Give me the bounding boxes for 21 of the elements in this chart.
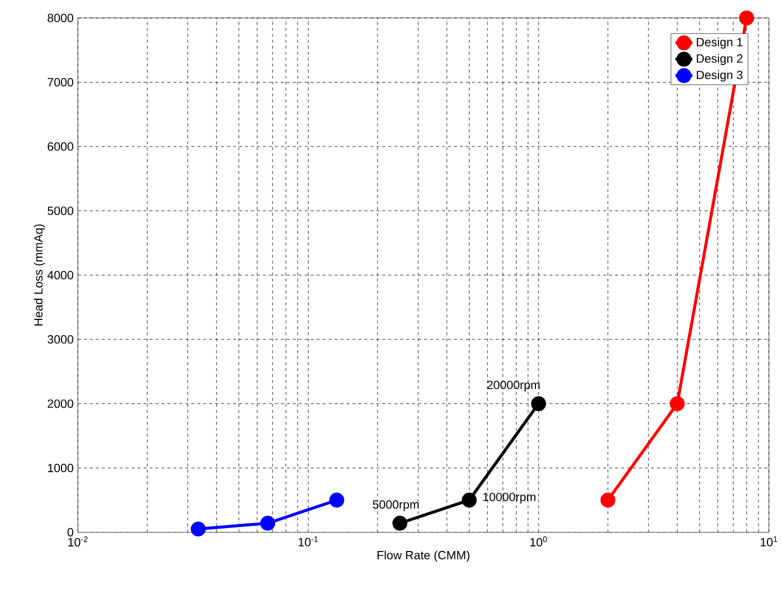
y-tick-label: 2000 bbox=[48, 399, 74, 408]
y-tick-label: 0 bbox=[68, 528, 74, 536]
y-tick-label: 1000 bbox=[48, 464, 74, 472]
y-axis-title: Head Loss (mmAq) bbox=[34, 224, 45, 326]
y-tick-label: 4000 bbox=[47, 270, 74, 280]
x-axis-title: Flow Rate (CMM) bbox=[378, 550, 470, 562]
legend-label: Design 2 bbox=[696, 54, 742, 66]
x-tick-label: 10$^{0}$ bbox=[530, 536, 547, 546]
annotation: 10000rpm bbox=[483, 492, 536, 504]
x-tick-label: 10$^{1}$ bbox=[760, 536, 778, 546]
y-tick-label: 5000 bbox=[48, 206, 74, 215]
y-tick-label: 7000 bbox=[48, 78, 74, 86]
annotation: 5000rpm bbox=[372, 500, 419, 512]
y-tick-label: 6000 bbox=[48, 142, 74, 151]
y-tick-label: 8000 bbox=[48, 14, 74, 22]
y-tick-label: 3000 bbox=[48, 335, 74, 344]
x-tick-label: 10$^{-1}$ bbox=[298, 536, 318, 546]
x-tick-label: 10$^{-2}$ bbox=[68, 536, 88, 546]
legend-label: Design 3 bbox=[696, 70, 742, 82]
legend-label: Design 1 bbox=[696, 37, 742, 49]
annotation: 20000rpm bbox=[487, 380, 540, 392]
